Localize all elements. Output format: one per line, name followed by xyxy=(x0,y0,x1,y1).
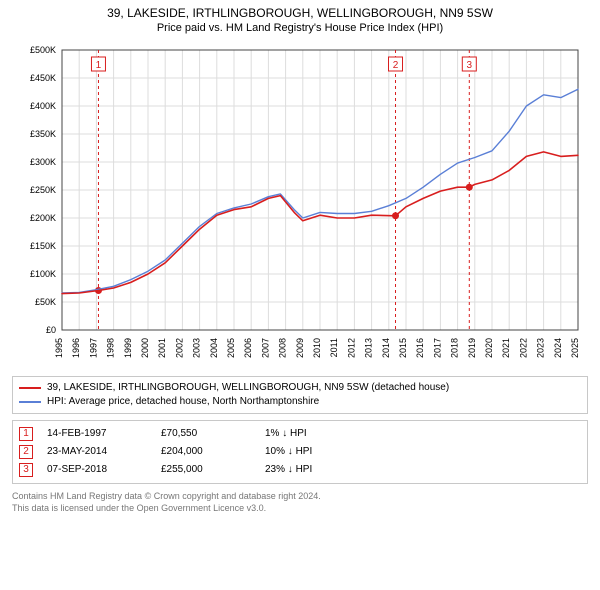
price-chart: £0 £50K £100K £150K £200K £250K £300K £350K £400… xyxy=(12,40,588,370)
sale-row-date: 07-SEP-2018 xyxy=(47,461,147,479)
x-tick-label: 2009 xyxy=(295,338,305,358)
sale-row-price: £70,550 xyxy=(161,425,251,443)
legend-row: 39, LAKESIDE, IRTHLINGBOROUGH, WELLINGBO… xyxy=(19,381,581,395)
x-tick-label: 2003 xyxy=(192,338,202,358)
x-tick-label: 2018 xyxy=(450,338,460,358)
x-tick-label: 2020 xyxy=(484,338,494,358)
x-tick-label: 2024 xyxy=(553,338,563,358)
sale-marker-number: 2 xyxy=(393,60,399,71)
y-tick-label: £250K xyxy=(30,185,56,195)
legend-swatch xyxy=(19,401,41,403)
y-tick-label: £450K xyxy=(30,73,56,83)
x-tick-label: 1996 xyxy=(71,338,81,358)
sale-row-diff: 10% ↓ HPI xyxy=(265,443,355,461)
x-tick-label: 1998 xyxy=(106,338,116,358)
x-tick-label: 2007 xyxy=(260,338,270,358)
x-tick-label: 2011 xyxy=(329,338,339,357)
sale-row: 3 07-SEP-2018 £255,000 23% ↓ HPI xyxy=(19,461,581,479)
x-tick-label: 2004 xyxy=(209,338,219,358)
sale-row-marker: 3 xyxy=(19,463,33,477)
legend-row: HPI: Average price, detached house, Nort… xyxy=(19,395,581,409)
x-tick-label: 1995 xyxy=(54,338,64,358)
x-tick-label: 2025 xyxy=(570,338,580,358)
y-tick-label: £50K xyxy=(35,297,56,307)
legend-label: 39, LAKESIDE, IRTHLINGBOROUGH, WELLINGBO… xyxy=(47,381,449,395)
sale-row: 2 23-MAY-2014 £204,000 10% ↓ HPI xyxy=(19,443,581,461)
y-tick-label: £0 xyxy=(46,325,56,335)
x-tick-label: 2006 xyxy=(243,338,253,358)
y-tick-label: £350K xyxy=(30,129,56,139)
sale-row-marker: 2 xyxy=(19,445,33,459)
footer-line-2: This data is licensed under the Open Gov… xyxy=(12,502,588,514)
x-tick-label: 2013 xyxy=(364,338,374,358)
x-tick-label: 2014 xyxy=(381,338,391,358)
page-root: 39, LAKESIDE, IRTHLINGBOROUGH, WELLINGBO… xyxy=(0,0,600,590)
x-tick-label: 2016 xyxy=(415,338,425,358)
x-tick-label: 2002 xyxy=(174,338,184,358)
sale-row-price: £255,000 xyxy=(161,461,251,479)
sale-row-marker: 1 xyxy=(19,427,33,441)
title-address: 39, LAKESIDE, IRTHLINGBOROUGH, WELLINGBO… xyxy=(0,6,600,20)
y-tick-label: £150K xyxy=(30,241,56,251)
x-tick-label: 2005 xyxy=(226,338,236,358)
y-tick-label: £500K xyxy=(30,45,56,55)
x-tick-label: 2017 xyxy=(432,338,442,358)
sale-row-diff: 23% ↓ HPI xyxy=(265,461,355,479)
x-tick-label: 2000 xyxy=(140,338,150,358)
footer-line-1: Contains HM Land Registry data © Crown c… xyxy=(12,490,588,502)
y-tick-label: £400K xyxy=(30,101,56,111)
footer-attribution: Contains HM Land Registry data © Crown c… xyxy=(12,490,588,514)
sale-row-diff: 1% ↓ HPI xyxy=(265,425,355,443)
x-tick-label: 2023 xyxy=(536,338,546,358)
sale-row-date: 23-MAY-2014 xyxy=(47,443,147,461)
legend-box: 39, LAKESIDE, IRTHLINGBOROUGH, WELLINGBO… xyxy=(12,376,588,414)
x-tick-label: 2008 xyxy=(278,338,288,358)
x-tick-label: 2010 xyxy=(312,338,322,358)
y-tick-label: £100K xyxy=(30,269,56,279)
y-tick-label: £200K xyxy=(30,213,56,223)
x-tick-label: 2012 xyxy=(346,338,356,358)
x-tick-label: 1999 xyxy=(123,338,133,358)
sale-marker-number: 1 xyxy=(96,60,102,71)
sale-marker-number: 3 xyxy=(467,60,473,71)
legend-swatch xyxy=(19,387,41,389)
sale-row-date: 14-FEB-1997 xyxy=(47,425,147,443)
chart-titles: 39, LAKESIDE, IRTHLINGBOROUGH, WELLINGBO… xyxy=(0,0,600,34)
x-tick-label: 2001 xyxy=(157,338,167,358)
sale-row: 1 14-FEB-1997 £70,550 1% ↓ HPI xyxy=(19,425,581,443)
x-tick-label: 2022 xyxy=(518,338,528,358)
x-tick-label: 2021 xyxy=(501,338,511,358)
x-tick-label: 1997 xyxy=(88,338,98,358)
chart-container: £0 £50K £100K £150K £200K £250K £300K £350K £400… xyxy=(12,40,588,370)
title-subtitle: Price paid vs. HM Land Registry's House … xyxy=(0,22,600,34)
x-tick-label: 2015 xyxy=(398,338,408,358)
y-tick-label: £300K xyxy=(30,157,56,167)
sales-box: 1 14-FEB-1997 £70,550 1% ↓ HPI 2 23-MAY-2014 £… xyxy=(12,420,588,484)
legend-label: HPI: Average price, detached house, Nort… xyxy=(47,395,319,409)
x-tick-label: 2019 xyxy=(467,338,477,358)
sale-row-price: £204,000 xyxy=(161,443,251,461)
